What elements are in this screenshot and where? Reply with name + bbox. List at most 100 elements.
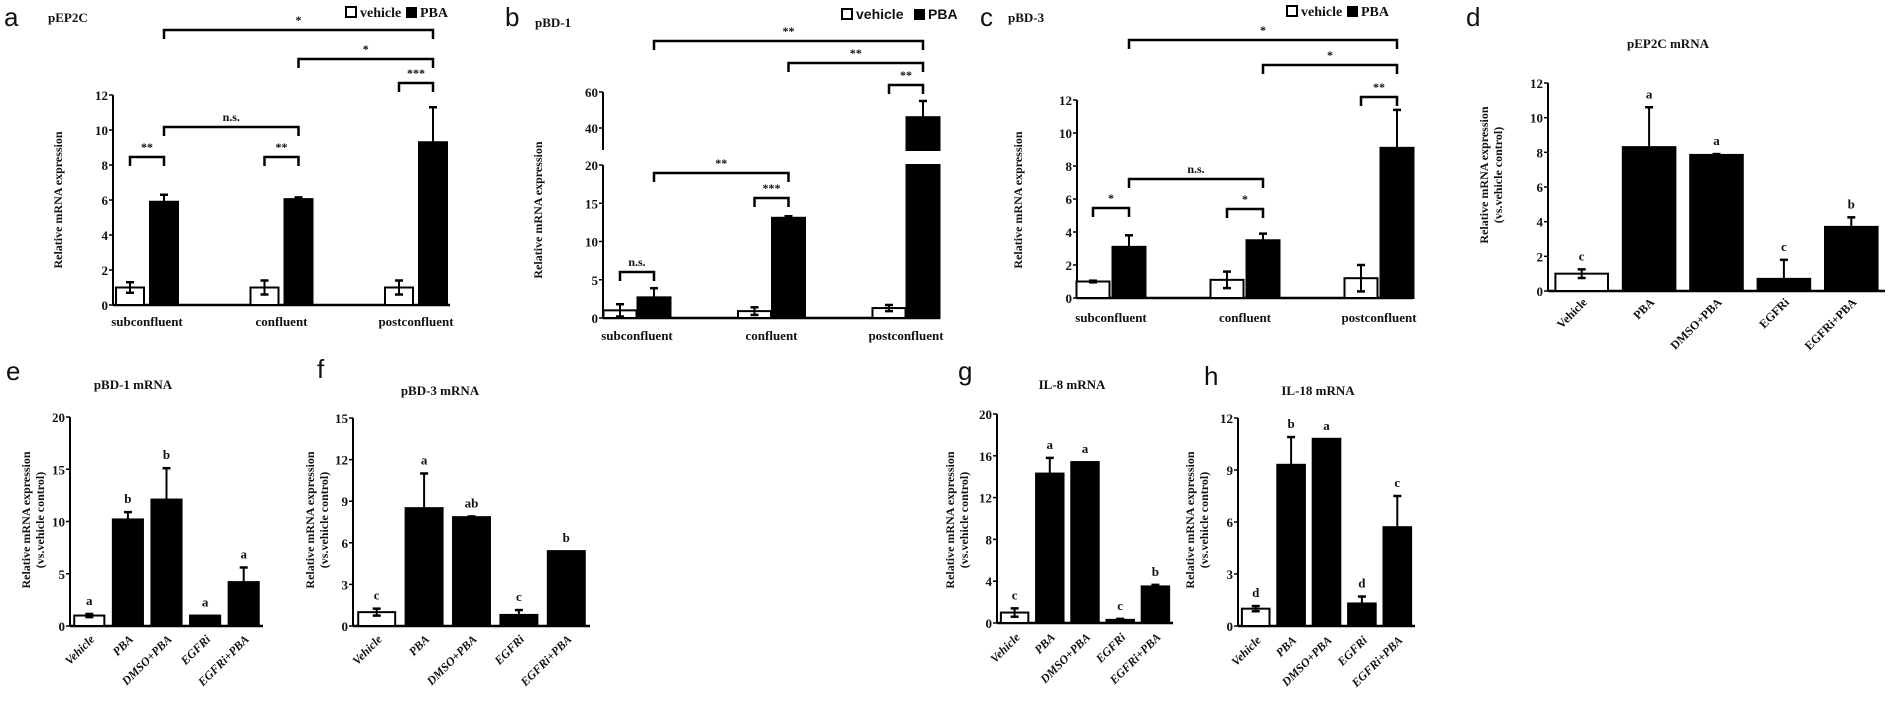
significance-label: * [1108,191,1114,205]
significance-bracket [1091,206,1131,217]
group-letter: c [1781,239,1787,254]
x-tick-label: confluent [746,328,799,343]
bar [1347,602,1377,628]
bar [1689,153,1744,292]
y-tick-label: 6 [1537,180,1544,195]
bar [1140,585,1171,624]
bar [189,614,222,627]
panel-letter: h [1204,361,1218,391]
bar [452,516,491,627]
legend-label: vehicle [856,6,904,22]
y-tick-label: 16 [979,449,993,464]
y-axis-label: Relative mRNA expression [531,141,545,278]
y-tick-label: 10 [52,515,65,530]
bar-pba [1245,239,1281,299]
significance-label: ** [141,140,153,154]
group-letter: c [1579,248,1585,263]
y-tick-label: 4 [986,574,993,589]
panel-title: pBD-1 mRNA [94,377,173,392]
legend-swatch-pba [406,7,417,18]
y-tick-label: 2 [1066,258,1073,273]
group-letter: d [1252,585,1260,600]
y-tick-label: 12 [1220,411,1233,426]
significance-label: * [1327,48,1333,62]
bar [227,581,260,627]
x-tick-label: postconfluent [1341,310,1417,325]
y-tick-label: 15 [52,462,66,477]
y-tick-label: 4 [1066,225,1073,240]
y-tick-label: 15 [335,411,349,426]
panel-title: pEP2C mRNA [1627,36,1710,51]
legend-label: vehicle [1301,5,1342,20]
significance-bracket [652,171,790,182]
group-letter: a [202,595,209,610]
significance-bracket [652,39,925,50]
y-tick-label: 12 [979,491,992,506]
group-letter: a [421,452,428,467]
panel-title: pBD-1 [535,15,571,30]
significance-bracket [162,125,300,136]
significance-bracket [263,155,300,166]
group-letter: b [163,447,170,462]
y-tick-label: 12 [335,453,348,468]
significance-bracket [887,83,925,94]
group-letter: a [86,593,93,608]
y-tick-label: 10 [1059,126,1072,141]
bar [1824,225,1879,292]
y-axis-label: Relative mRNA expression [51,131,65,268]
bar [150,498,183,627]
legend-swatch-vehicle [1286,5,1298,17]
y-tick-label: 8 [1066,159,1073,174]
y-axis-label: Relative mRNA expression [1011,131,1025,268]
panel-letter: c [980,2,993,32]
y-tick-label: 0 [342,619,349,634]
bar [1276,463,1306,627]
bar [111,518,144,627]
group-letter: a [1323,418,1330,433]
y-axis-label: Relative mRNA expression [1477,106,1491,243]
significance-bracket [1261,63,1399,74]
panel-c: c pBD-3 Relative mRNA expression 0 2 4 6 8 10 12 s… [980,2,1417,325]
y-tick-label: 8 [1537,145,1544,160]
x-tick-label: PBA [110,632,136,658]
legend-swatch-pba [1347,6,1358,17]
y-tick-label: 0 [986,616,993,631]
significance-bracket [128,155,166,166]
significance-bracket [1359,95,1399,106]
group-letter: a [1047,437,1054,452]
bar-pba [905,164,941,319]
x-tick-label: DMSO+PBA [1667,295,1724,352]
y-tick-label: 2 [102,263,109,278]
x-tick-label: PBA [406,632,432,658]
significance-label: *** [407,66,425,80]
y-axis-label: Relative mRNA expression [943,451,957,588]
bar-pba [905,116,941,151]
bar [1621,146,1677,292]
panel-title: pEP2C [48,10,88,25]
group-letter: ab [465,495,479,510]
x-tick-label: Vehicle [349,632,385,668]
y-tick-label: 10 [585,235,598,250]
significance-bracket [1127,177,1265,188]
y-axis-label: Relative mRNA expression [303,451,317,588]
panel-d: d pEP2C mRNA Relative mRNA expression (vs.v… [1466,2,1885,353]
y-tick-label: 60 [585,85,598,100]
y-axis-label: (vs.vehicle control) [957,472,971,568]
panel-title: pBD-3 [1008,10,1045,25]
significance-label: ** [900,68,912,82]
x-tick-label: subconfluent [111,314,183,329]
y-tick-label: 5 [592,273,599,288]
bar [1756,277,1812,293]
y-tick-label: 10 [95,123,108,138]
y-tick-label: 6 [1066,192,1073,207]
y-tick-label: 4 [1537,215,1544,230]
y-tick-label: 12 [95,88,108,103]
legend: vehicle PBA [345,6,449,21]
legend-swatch-vehicle [345,6,357,18]
significance-label: ** [850,46,862,60]
group-letter: c [516,589,522,604]
y-tick-label: 0 [1227,619,1234,634]
panel-g: g IL-8 mRNA Relative mRNA expression (vs.ve… [943,356,1173,688]
